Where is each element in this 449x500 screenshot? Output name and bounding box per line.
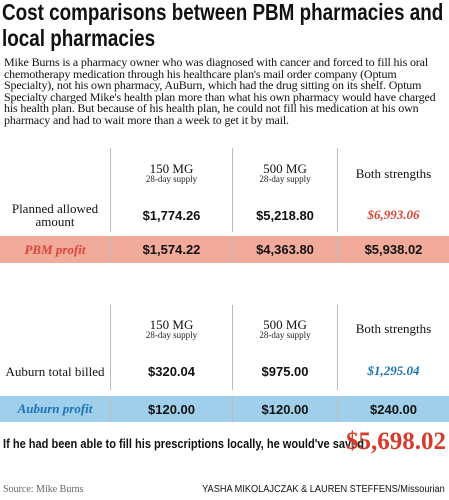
highlight-bar	[0, 236, 449, 263]
value-cell: $5,218.80	[232, 198, 337, 232]
savings-amount: $5,698.02	[346, 428, 446, 455]
column-header: 500 MG 28-day supply	[232, 305, 337, 352]
column-label: 150 MG	[149, 161, 194, 176]
value: $975.00	[261, 363, 309, 379]
value: $320.04	[148, 363, 195, 379]
value: $120.00	[261, 401, 309, 417]
value: $5,218.80	[256, 207, 314, 223]
value-cell: $120.00	[110, 396, 232, 422]
column-sub: 28-day supply	[145, 174, 198, 184]
row-label-text: PBM profit	[24, 241, 86, 257]
value-cell: $1,574.22	[110, 236, 232, 263]
title: Cost comparisons between PBM pharmacies …	[2, 0, 444, 51]
column-label: Both strengths	[355, 321, 432, 336]
row-label: Auburn profit	[0, 396, 110, 422]
credit: YASHA MIKOLAJCZAK & LAUREN STEFFENS/Miss…	[202, 484, 445, 495]
value: $240.00	[370, 401, 417, 417]
value-cell: $120.00	[232, 396, 337, 422]
row-label-text: Auburn profit	[17, 401, 93, 416]
value: $5,938.02	[364, 242, 423, 257]
value-cell: $4,363.80	[232, 236, 337, 263]
column-sub: 28-day supply	[259, 329, 311, 340]
value: $1,295.04	[367, 363, 420, 378]
value-cell: $5,938.02	[337, 236, 449, 263]
value: $4,363.80	[256, 242, 314, 257]
column-label: Both strengths	[355, 165, 432, 181]
value-cell: $320.04	[110, 352, 232, 390]
value: $6,993.06	[367, 207, 420, 222]
row-label: Auburn total billed	[0, 352, 110, 390]
row-label: PBM profit	[0, 236, 110, 263]
column-header: Both strengths	[337, 148, 449, 198]
column-label: 150 MG	[149, 316, 194, 332]
value: $1,774.26	[142, 207, 201, 223]
column-sub: 28-day supply	[145, 329, 198, 340]
row-label-text: Auburn total billed	[5, 363, 105, 379]
value-cell: $6,993.06	[337, 198, 449, 232]
column-header: 150 MG 28-day supply	[110, 305, 232, 352]
highlight-bar	[0, 396, 449, 422]
column-label: 500 MG	[263, 161, 307, 176]
row-label: Planned allowed amount	[0, 198, 110, 232]
column-label: 500 MG	[263, 316, 307, 332]
value-cell: $1,295.04	[337, 352, 449, 390]
source: Source: Mike Burns	[3, 484, 84, 495]
column-header: 500 MG 28-day supply	[232, 148, 337, 198]
conclusion: If he had been able to fill his prescrip…	[3, 436, 365, 451]
column-sub: 28-day supply	[259, 174, 311, 184]
column-header: 150 MG 28-day supply	[110, 148, 232, 198]
value: $120.00	[148, 401, 195, 417]
value-cell: $975.00	[232, 352, 337, 390]
value-cell: $240.00	[337, 396, 449, 422]
column-header: Both strengths	[337, 305, 449, 352]
value-cell: $1,774.26	[110, 198, 232, 232]
row-label-text: Planned allowed amount	[11, 201, 99, 229]
value: $1,574.22	[142, 242, 201, 257]
intro: Mike Burns is a pharmacy owner who was d…	[4, 55, 436, 127]
